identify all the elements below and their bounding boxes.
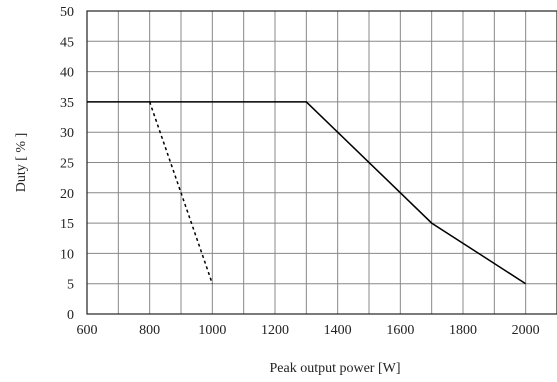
x-tick-label: 1400 <box>324 323 352 338</box>
x-axis-ticks: 600 800 1000 1200 1400 1600 1800 2000 <box>77 323 540 338</box>
y-tick-label: 25 <box>60 157 74 172</box>
series-line-solid <box>87 101 527 285</box>
y-tick-label: 50 <box>60 5 74 20</box>
x-tick-label: 1800 <box>449 323 477 338</box>
y-tick-label: 30 <box>60 126 74 141</box>
x-axis-title: Peak output power [W] <box>269 361 400 376</box>
y-tick-label: 20 <box>60 187 74 202</box>
y-tick-label: 45 <box>60 35 74 50</box>
y-tick-label: 35 <box>60 96 74 111</box>
y-tick-label: 0 <box>67 308 74 323</box>
series-line-dashed <box>148 101 214 284</box>
y-tick-label: 15 <box>60 217 74 232</box>
x-tick-label: 1000 <box>198 323 226 338</box>
x-tick-label: 2000 <box>512 323 540 338</box>
y-tick-label: 5 <box>67 278 74 293</box>
x-tick-label: 1200 <box>261 323 289 338</box>
y-axis-ticks: 0 5 10 15 20 25 30 35 40 45 50 <box>60 5 74 323</box>
y-tick-label: 10 <box>60 247 74 262</box>
grid <box>87 11 557 314</box>
x-tick-label: 800 <box>139 323 160 338</box>
plot-area <box>86 10 557 315</box>
x-tick-label: 1600 <box>386 323 414 338</box>
y-tick-label: 40 <box>60 66 74 81</box>
x-tick-label: 600 <box>77 323 98 338</box>
y-axis-title: Duty [ % ] <box>14 133 29 193</box>
series-group <box>87 101 527 285</box>
